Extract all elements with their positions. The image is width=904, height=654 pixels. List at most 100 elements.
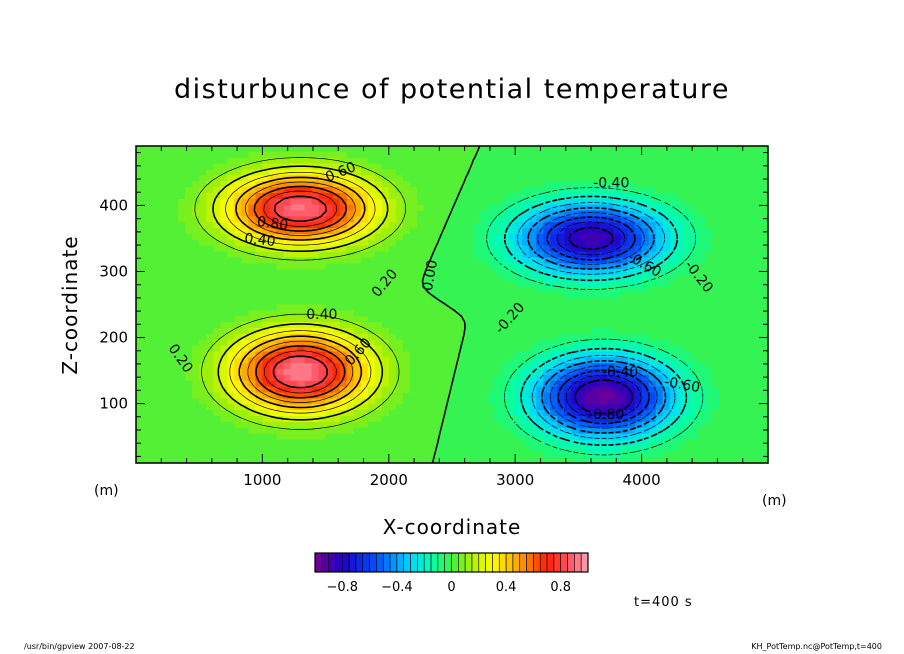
field-cell	[718, 451, 727, 458]
field-cell	[550, 392, 558, 400]
field-cell	[683, 228, 692, 235]
field-cell	[494, 392, 502, 400]
field-cell	[360, 192, 369, 200]
field-cell	[564, 369, 572, 376]
field-cell	[536, 316, 544, 323]
field-cell	[725, 169, 734, 176]
field-cell	[325, 257, 334, 265]
field-cell	[220, 157, 228, 165]
field-cell	[585, 327, 594, 335]
field-cell	[416, 386, 425, 394]
field-cell	[501, 263, 509, 270]
field-cell	[185, 398, 193, 405]
field-cell	[480, 169, 488, 176]
field-cell	[381, 181, 390, 188]
field-cell	[690, 146, 699, 153]
field-cell	[143, 175, 151, 182]
field-cell	[241, 210, 249, 218]
field-cell	[746, 257, 755, 265]
field-cell	[746, 445, 755, 452]
field-cell	[374, 451, 383, 458]
field-cell	[213, 275, 221, 282]
field-cell	[164, 281, 172, 288]
field-cell	[234, 228, 242, 235]
field-cell	[487, 380, 495, 388]
field-cell	[585, 457, 594, 464]
field-cell	[353, 263, 362, 270]
field-cell	[185, 386, 193, 394]
field-cell	[655, 151, 664, 159]
field-cell	[669, 427, 678, 435]
field-cell	[515, 316, 523, 323]
field-cell	[508, 175, 516, 182]
field-cell	[473, 357, 481, 364]
field-cell	[634, 345, 643, 353]
field-cell	[199, 451, 207, 458]
field-cell	[388, 316, 397, 323]
field-cell	[332, 421, 341, 429]
field-cell	[423, 169, 432, 176]
field-cell	[248, 222, 256, 229]
field-cell	[374, 404, 383, 411]
field-cell	[564, 286, 572, 294]
field-cell	[178, 234, 186, 241]
field-cell	[634, 398, 643, 405]
field-cell	[494, 251, 502, 259]
field-cell	[536, 392, 544, 400]
field-cell	[494, 322, 502, 329]
field-cell	[311, 187, 320, 194]
field-cell	[522, 198, 530, 206]
field-cell	[423, 228, 432, 235]
field-cell	[627, 333, 636, 341]
field-cell	[178, 210, 186, 218]
field-cell	[416, 374, 425, 382]
field-cell	[718, 386, 727, 394]
field-cell	[529, 357, 537, 364]
field-cell	[585, 386, 594, 394]
field-cell	[262, 222, 271, 229]
field-cell	[430, 298, 439, 306]
field-cell	[620, 263, 629, 270]
field-cell	[388, 263, 397, 270]
field-cell	[164, 204, 172, 212]
field-cell	[241, 374, 249, 382]
field-cell	[416, 269, 425, 276]
field-cell	[599, 146, 608, 153]
field-cell	[746, 281, 755, 288]
field-cell	[332, 345, 341, 353]
field-cell	[627, 369, 636, 376]
field-cell	[143, 257, 151, 265]
field-cell	[550, 421, 558, 429]
field-cell	[627, 404, 636, 411]
field-cell	[437, 292, 446, 300]
contour-label: -0.40	[602, 365, 638, 381]
field-cell	[473, 457, 481, 464]
field-cell	[248, 239, 256, 247]
field-cell	[648, 339, 657, 347]
field-cell	[325, 351, 334, 358]
field-cell	[318, 281, 327, 288]
field-cell	[255, 281, 263, 288]
field-cell	[213, 222, 221, 229]
field-cell	[248, 316, 256, 323]
field-cell	[599, 216, 608, 223]
field-cell	[613, 310, 622, 317]
field-cell	[662, 310, 671, 317]
field-cell	[578, 416, 587, 423]
field-cell	[143, 398, 151, 405]
field-cell	[718, 187, 727, 194]
field-cell	[164, 292, 172, 300]
field-cell	[725, 163, 734, 171]
field-cell	[662, 433, 671, 441]
field-cell	[613, 392, 622, 400]
field-cell	[739, 339, 748, 347]
field-cell	[606, 374, 615, 382]
field-cell	[557, 421, 565, 429]
field-cell	[430, 163, 439, 171]
field-cell	[325, 404, 334, 411]
field-cell	[297, 433, 306, 441]
field-cell	[739, 222, 748, 229]
field-cell	[711, 245, 720, 253]
field-cell	[388, 427, 397, 435]
field-cell	[452, 298, 460, 306]
